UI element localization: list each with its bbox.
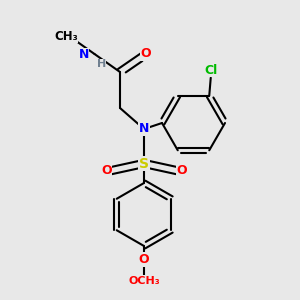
Text: O: O xyxy=(139,253,149,266)
Text: N: N xyxy=(79,47,89,61)
Text: CH₃: CH₃ xyxy=(54,29,78,43)
Text: OCH₃: OCH₃ xyxy=(128,275,160,286)
Text: O: O xyxy=(101,164,112,178)
Text: N: N xyxy=(139,122,149,136)
Text: H: H xyxy=(97,58,106,68)
Text: O: O xyxy=(140,47,151,61)
Text: O: O xyxy=(176,164,187,178)
Text: S: S xyxy=(139,157,149,170)
Text: Cl: Cl xyxy=(204,64,218,77)
